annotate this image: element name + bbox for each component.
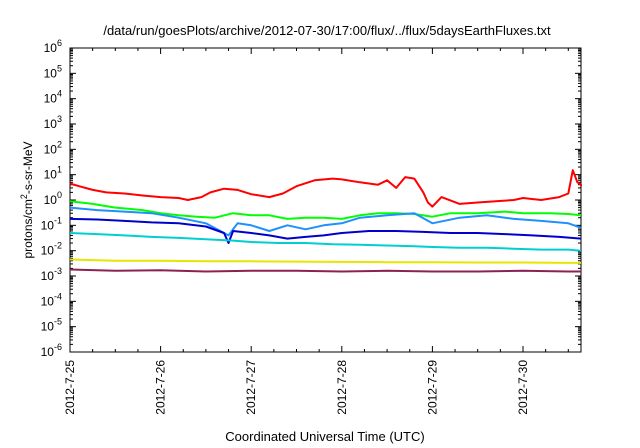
y-tick-label: 10-1	[41, 215, 62, 232]
x-tick-label: 2012-7-28	[335, 360, 349, 415]
y-tick-label: 105	[44, 63, 62, 80]
y-tick-label: 103	[44, 114, 62, 131]
y-tick-label: 100	[44, 190, 62, 207]
x-axis-ticks: 2012-7-25 2012-7-26 2012-7-27 2012-7-28 2012…	[63, 48, 569, 415]
series-line-0	[69, 169, 582, 208]
series-line-3	[69, 217, 582, 244]
y-tick-label: 102	[44, 139, 62, 156]
x-tick-label: 2012-7-27	[244, 360, 258, 415]
y-tick-label: 106	[44, 38, 62, 55]
y-axis-ticks: 10-6 10-5 10-4 10-3 10-2 10-1 100 101 102 103 104 1…	[41, 38, 581, 359]
y-tick-label: 10-4	[41, 291, 62, 308]
x-axis-label: Coordinated Universal Time (UTC)	[225, 429, 424, 444]
series-line-1	[69, 200, 582, 220]
y-tick-label: 10-3	[41, 266, 62, 283]
chart-title: /data/run/goesPlots/archive/2012-07-30/1…	[103, 23, 551, 38]
x-tick-label: 2012-7-30	[516, 360, 530, 415]
series-line-5	[69, 258, 581, 264]
x-tick-label: 2012-7-29	[425, 360, 439, 415]
series-group	[69, 169, 582, 273]
series-line-2	[69, 206, 582, 237]
x-tick-label: 2012-7-26	[154, 360, 168, 415]
y-tick-label: 10-5	[41, 317, 62, 334]
y-tick-label: 10-2	[41, 241, 62, 258]
series-line-6	[69, 268, 581, 273]
x-tick-label: 2012-7-25	[63, 360, 77, 415]
y-tick-label: 104	[44, 89, 62, 106]
y-tick-label: 101	[44, 165, 62, 182]
y-axis-label: protons/cm2-s-sr-MeV	[19, 141, 35, 258]
series-line-4	[69, 232, 582, 252]
y-tick-label: 10-6	[41, 342, 62, 359]
